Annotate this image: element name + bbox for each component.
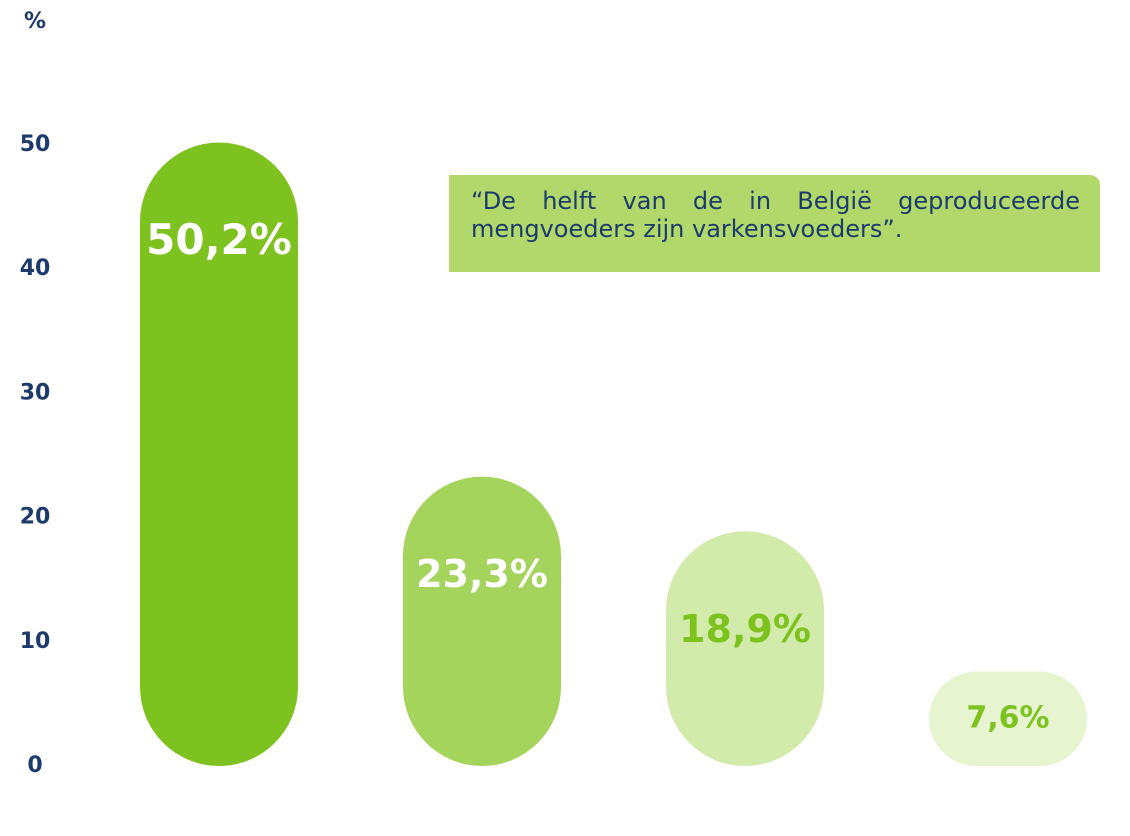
y-tick-label: 30 [20,380,51,405]
y-tick-label: 10 [20,629,51,654]
value-label: 23,3% [416,552,548,596]
y-tick-label: 20 [20,505,51,530]
value-label: 18,9% [679,607,811,651]
value-label: 7,6% [966,700,1049,735]
chart: % 0 10 20 30 40 50 50,2% 23,3% 18,9% 7,6% [0,0,1130,836]
y-tick-label: 0 [27,753,42,778]
y-tick-label: 40 [20,256,51,281]
value-label: 50,2% [146,215,292,264]
y-axis-label: % [24,9,46,34]
y-tick-label: 50 [20,132,51,157]
annotation: “De helft van de in België geproduceerde… [449,175,1100,272]
bar [403,477,561,766]
page: % 0 10 20 30 40 50 50,2% 23,3% 18,9% 7,6% “De hel… [0,0,1130,836]
